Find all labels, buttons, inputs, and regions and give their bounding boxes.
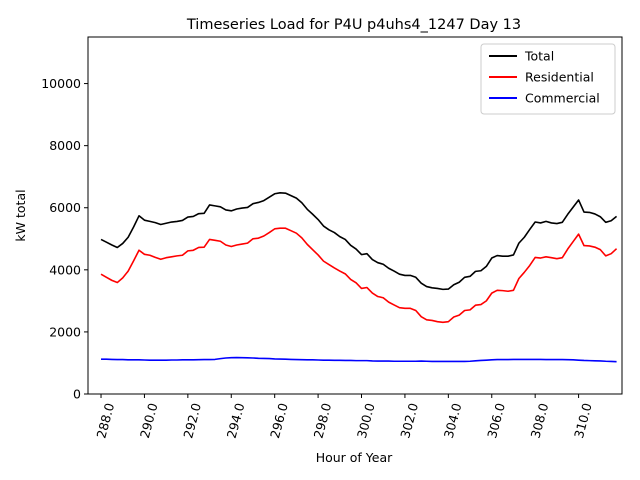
x-tick-label: 300.0 <box>354 401 378 439</box>
y-tick-label: 10000 <box>41 76 81 91</box>
x-tick-label: 294.0 <box>224 401 248 439</box>
x-tick-label: 308.0 <box>528 401 552 439</box>
y-tick-label: 0 <box>73 387 81 402</box>
x-tick-label: 292.0 <box>180 401 204 439</box>
x-tick-label: 290.0 <box>137 401 161 439</box>
x-tick-label: 306.0 <box>484 401 508 439</box>
legend-label-residential: Residential <box>525 70 594 85</box>
x-tick-label: 304.0 <box>441 401 465 439</box>
plot-frame <box>87 36 623 395</box>
y-tick-label: 8000 <box>49 138 81 153</box>
x-tick-label: 288.0 <box>93 401 117 439</box>
series-line-total <box>100 192 618 291</box>
legend: Total Residential Commercial <box>480 43 616 115</box>
y-tick-label: 6000 <box>49 200 81 215</box>
x-tick-label: 296.0 <box>267 401 291 439</box>
ticks-layer: 288.0 290.0 292.0 294.0 296.0 298.0 300.0 302.0… <box>41 76 595 440</box>
x-axis-label: Hour of Year <box>316 450 393 465</box>
y-tick-label: 2000 <box>49 324 81 339</box>
x-tick-label: 302.0 <box>397 401 421 439</box>
legend-label-total: Total <box>524 49 554 64</box>
legend-box <box>480 43 616 115</box>
legend-label-commercial: Commercial <box>525 91 600 106</box>
x-tick-label: 298.0 <box>311 401 335 439</box>
series-line-residential <box>100 227 618 324</box>
series-line-commercial <box>101 356 617 363</box>
y-axis-label: kW total <box>13 189 28 241</box>
series-layer <box>100 192 618 363</box>
x-tick-label: 310.0 <box>571 401 595 439</box>
chart-title: Timeseries Load for P4U p4uhs4_1247 Day … <box>186 17 521 33</box>
y-tick-label: 4000 <box>49 262 81 277</box>
